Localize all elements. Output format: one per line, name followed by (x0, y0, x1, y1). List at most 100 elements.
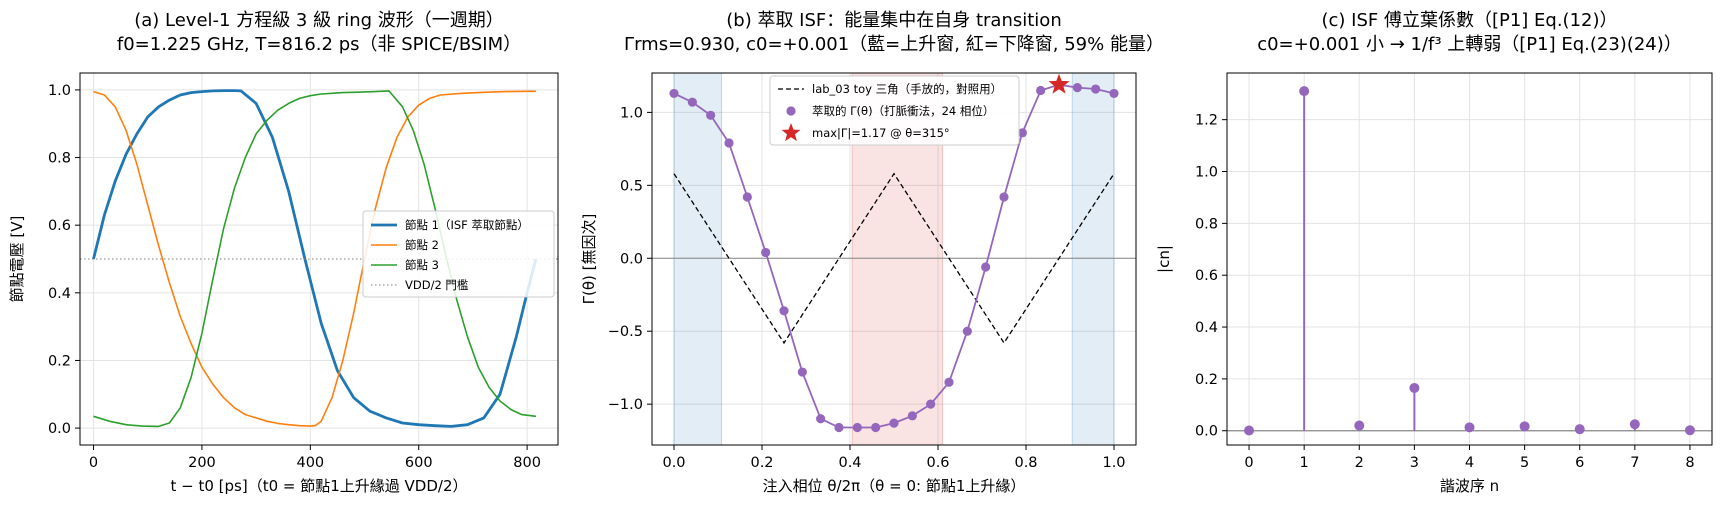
b-legend-label-2: 萃取的 Γ(θ)（打脈衝法，24 相位） (812, 104, 994, 118)
a-ylabel: 節點電壓 [V] (8, 216, 26, 303)
a-xtick-label: 800 (513, 455, 541, 471)
b-isf-point (999, 192, 1009, 202)
c-xtick-label: 4 (1465, 455, 1474, 471)
a-legend-box (362, 210, 555, 298)
b-max-star-marker (1048, 73, 1070, 94)
b-xlabel: 注入相位 θ/2π（θ = 0: 節點1上升緣） (763, 477, 1026, 495)
c-ytick-label: 0.6 (1195, 268, 1218, 284)
b-isf-point (852, 422, 862, 433)
b-ytick-label: 0.5 (620, 178, 643, 194)
b-ytick-label: 1.0 (620, 105, 643, 121)
b-xtick-label: 1.0 (1102, 455, 1125, 471)
c-stem-marker (1299, 86, 1310, 97)
b-isf-point (742, 192, 752, 202)
c-xtick-label: 0 (1244, 455, 1253, 471)
c-xtick-label: 2 (1355, 455, 1364, 471)
b-isf-point (1017, 128, 1027, 138)
a-xtick-label: 600 (405, 455, 433, 471)
a-ytick-label: 0.8 (48, 151, 71, 167)
a-legend-label-2: 節點 2 (405, 238, 439, 252)
a-xtick-label: 400 (296, 455, 324, 471)
b-isf-point (761, 247, 771, 258)
b-shaded-window-1 (673, 73, 723, 445)
b-isf-point (1109, 88, 1119, 99)
a-ytick-label: 0.0 (48, 421, 71, 437)
b-isf-point (706, 110, 716, 120)
b-xtick-label: 0.0 (662, 455, 685, 471)
c-xlabel: 諧波序 n (1440, 477, 1499, 495)
c-subtitle: c0=+0.001 小 → 1/f³ 上轉弱（[P1] Eq.(23)(24)） (1257, 34, 1682, 55)
panel-a-waveforms: 0 200 400 600 800 0.0 0.2 0.4 0.6 0.8 1.0 (a) Level… (8, 10, 559, 495)
a-series-line-2 (93, 90, 536, 427)
b-xtick-label: 0.2 (750, 455, 773, 471)
b-legend-swatch-2 (786, 106, 796, 116)
a-legend-label-1: 節點 1（ISF 萃取節點） (405, 218, 529, 232)
b-isf-point (816, 414, 826, 424)
a-xlabel: t − t0 [ps]（t0 = 節點1上升緣過 VDD/2） (170, 477, 467, 495)
b-title: (b) 萃取 ISF：能量集中在自身 transition (726, 10, 1061, 31)
c-stem-marker (1409, 382, 1420, 393)
c-stem-marker (1684, 425, 1695, 436)
a-subtitle: f0=1.225 GHz, T=816.2 ps（非 SPICE/BSIM） (117, 34, 521, 55)
b-isf-point (889, 418, 899, 428)
b-legend-label-1: lab_03 toy 三角（手放的，對照用） (812, 82, 1002, 96)
c-title: (c) ISF 傅立葉係數（[P1] Eq.(12)） (1321, 10, 1617, 31)
b-ytick-label: −1.0 (608, 397, 643, 413)
b-legend-swatch-3 (781, 123, 801, 142)
a-xtick-label: 200 (188, 455, 216, 471)
b-shaded-window-3 (1071, 73, 1115, 445)
c-ytick-label: 0.4 (1195, 320, 1218, 336)
b-isf-point (944, 377, 954, 387)
a-legend-label-3: 節點 3 (405, 258, 439, 272)
a-xtick-label: 0 (89, 455, 98, 471)
b-subtitle: Γrms=0.930, c0=+0.001（藍=上升窗, 紅=下降窗, 59% … (624, 34, 1164, 55)
a-plot-area (80, 89, 558, 428)
a-ytick-label: 0.6 (48, 218, 71, 234)
c-stem-marker (1244, 425, 1255, 436)
c-ytick-label: 0.2 (1195, 372, 1218, 388)
a-ytick-label: 0.2 (48, 353, 71, 369)
c-ytick-label: 0.0 (1195, 424, 1218, 440)
a-legend-label-4: VDD/2 門檻 (405, 278, 469, 292)
b-ytick-label: −0.5 (608, 324, 643, 340)
a-frame (79, 72, 559, 446)
c-ytick-label: 1.2 (1195, 113, 1218, 129)
c-xtick-label: 3 (1410, 455, 1419, 471)
a-ytick-label: 1.0 (48, 83, 71, 99)
b-isf-point (779, 306, 789, 316)
c-stem-marker (1464, 422, 1475, 433)
a-series-line-1 (92, 89, 538, 428)
c-ytick-label: 1.0 (1195, 165, 1218, 181)
c-xtick-label: 1 (1300, 455, 1309, 471)
b-ylabel: Γ(θ) [無因次] (580, 214, 598, 305)
c-stem-marker (1574, 424, 1585, 435)
a-ytick-label: 0.4 (48, 286, 71, 302)
c-ytick-label: 0.8 (1195, 216, 1218, 232)
b-isf-point (907, 411, 917, 421)
b-isf-point (1091, 84, 1101, 94)
c-xtick-label: 8 (1685, 455, 1694, 471)
c-ylabel: |cn| (1155, 245, 1173, 273)
c-stem-marker (1519, 421, 1530, 432)
a-title: (a) Level-1 方程級 3 級 ring 波形（一週期） (134, 10, 504, 31)
c-plot-area (1227, 86, 1712, 436)
b-xtick-label: 0.8 (1014, 455, 1037, 471)
b-isf-point (871, 422, 881, 433)
panel-c-fourier: 0 1 2 3 4 5 6 7 8 0.0 0.2 0.4 0.6 0.8 1.0 1.2 (c) ISF 傅立… (1155, 10, 1713, 495)
c-xtick-label: 5 (1520, 455, 1529, 471)
c-stem-marker (1354, 420, 1365, 431)
c-stem-marker (1629, 419, 1640, 430)
b-isf-point (669, 88, 679, 99)
b-legend-label-3: max|Γ|=1.17 @ θ=315° (812, 126, 950, 140)
b-isf-point (834, 422, 844, 433)
b-frame (651, 72, 1137, 446)
a-series-line-3 (93, 90, 536, 428)
panel-b-isf: 0.0 0.2 0.4 0.6 0.8 1.0 −1.0 −0.5 0.0 0.5 1.0 (b) 萃… (580, 10, 1164, 495)
b-isf-point (1036, 85, 1046, 96)
b-isf-point (1072, 82, 1082, 93)
b-xtick-label: 0.4 (838, 455, 861, 471)
c-xtick-label: 7 (1630, 455, 1639, 471)
b-isf-point (687, 97, 697, 107)
b-xtick-label: 0.6 (926, 455, 949, 471)
